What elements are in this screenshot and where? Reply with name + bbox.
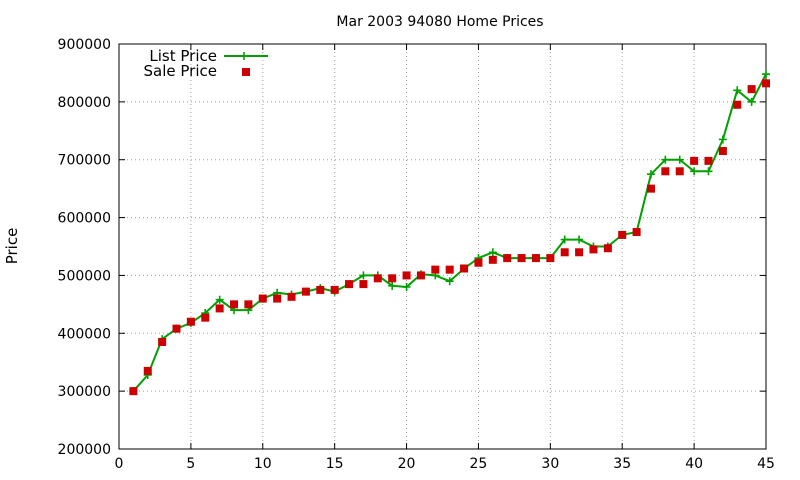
sale-price-point	[172, 324, 181, 333]
sale-price-point	[704, 156, 713, 165]
sale-price-point	[158, 337, 167, 346]
sale-price-point	[675, 167, 684, 176]
sale-price-point	[474, 258, 483, 267]
sale-price-point	[143, 366, 152, 375]
chart-title: Mar 2003 94080 Home Prices	[336, 14, 543, 30]
sale-price-point	[618, 230, 627, 239]
sale-price-point	[718, 147, 727, 156]
y-tick-label: 600000	[58, 211, 111, 227]
series-list-price	[129, 70, 770, 396]
sale-price-point	[690, 156, 699, 165]
x-tick-label: 0	[115, 456, 124, 472]
sale-price-point	[230, 300, 239, 309]
sale-price-point	[345, 280, 354, 289]
sale-price-point	[129, 387, 138, 396]
sale-price-point	[244, 300, 253, 309]
y-tick-label: 500000	[58, 268, 111, 284]
x-tick-label: 35	[613, 456, 631, 472]
list-price-point	[675, 155, 684, 164]
list-price-point	[704, 167, 713, 176]
sale-price-point	[517, 254, 526, 263]
x-tick-label: 10	[254, 456, 272, 472]
y-tick-label: 400000	[58, 326, 111, 342]
list-price-point	[488, 248, 497, 257]
y-tick-label: 700000	[58, 153, 111, 169]
sale-price-point	[373, 274, 382, 283]
sale-price-point	[388, 274, 397, 283]
legend-label-sale-price: Sale Price	[144, 62, 217, 80]
y-tick-labels: 200000 300000 400000 500000 600000 700000 8000…	[58, 37, 111, 458]
sale-price-point	[215, 304, 224, 313]
x-tick-labels: 0 5 10 15 20 25 30 35 40 45	[115, 456, 775, 472]
plot-frame	[118, 43, 767, 450]
sale-price-point	[273, 294, 282, 303]
y-tick-label: 200000	[58, 442, 111, 458]
sale-price-point	[258, 294, 267, 303]
sale-price-point	[416, 271, 425, 280]
sale-price-point	[287, 292, 296, 301]
list-price-point	[359, 271, 368, 280]
x-tick-label: 5	[186, 456, 195, 472]
sale-price-point	[359, 280, 368, 289]
list-price-point	[560, 235, 569, 244]
legend-marker-sale-price	[242, 68, 250, 76]
list-price-point	[388, 281, 397, 290]
sale-price-point	[301, 287, 310, 296]
x-tick-label: 40	[685, 456, 703, 472]
list-price-point	[445, 277, 454, 286]
sale-price-point	[402, 271, 411, 280]
list-price-point	[718, 135, 727, 144]
sale-price-point	[733, 100, 742, 109]
list-price-point	[690, 167, 699, 176]
x-tick-label: 20	[398, 456, 416, 472]
y-tick-label: 900000	[58, 37, 111, 53]
sale-price-point	[632, 228, 641, 237]
sale-price-point	[575, 248, 584, 257]
list-price-line	[132, 73, 767, 392]
sale-price-point	[503, 254, 512, 263]
axis-ticks	[118, 43, 767, 450]
sale-price-point	[201, 313, 210, 322]
list-price-point	[215, 295, 224, 304]
y-tick-label: 300000	[58, 384, 111, 400]
legend: List Price Sale Price	[144, 47, 268, 80]
sale-price-point	[762, 79, 770, 88]
list-price-point	[575, 235, 584, 244]
list-price-point	[762, 70, 770, 79]
list-price-point	[733, 86, 742, 95]
sale-price-point	[546, 254, 555, 263]
grid	[119, 44, 766, 449]
sale-price-point	[661, 167, 670, 176]
sale-price-point	[431, 265, 440, 274]
legend-marker-list-price	[240, 52, 248, 60]
legend-label-list-price: List Price	[149, 47, 217, 65]
sale-price-point	[747, 85, 756, 94]
list-price-point	[402, 283, 411, 291]
x-tick-label: 15	[326, 456, 344, 472]
list-price-point	[661, 155, 670, 164]
x-tick-label: 45	[757, 456, 775, 472]
x-tick-label: 30	[541, 456, 559, 472]
series-sale-price	[129, 79, 770, 396]
sale-price-point	[531, 254, 540, 263]
list-price-point	[747, 97, 756, 106]
sale-price-point	[186, 317, 195, 326]
sale-price-point	[646, 184, 655, 193]
sale-price-point	[603, 244, 612, 253]
sale-price-point	[589, 245, 598, 254]
sale-price-point	[330, 285, 339, 294]
sale-price-point	[445, 265, 454, 274]
list-price-point	[646, 170, 655, 179]
sale-price-point	[316, 285, 325, 294]
y-tick-label: 800000	[58, 95, 111, 111]
sale-price-point	[560, 248, 569, 257]
y-axis-label: Price	[3, 228, 21, 265]
x-tick-label: 25	[470, 456, 488, 472]
sale-price-point	[488, 255, 497, 264]
sale-price-point	[460, 264, 469, 273]
